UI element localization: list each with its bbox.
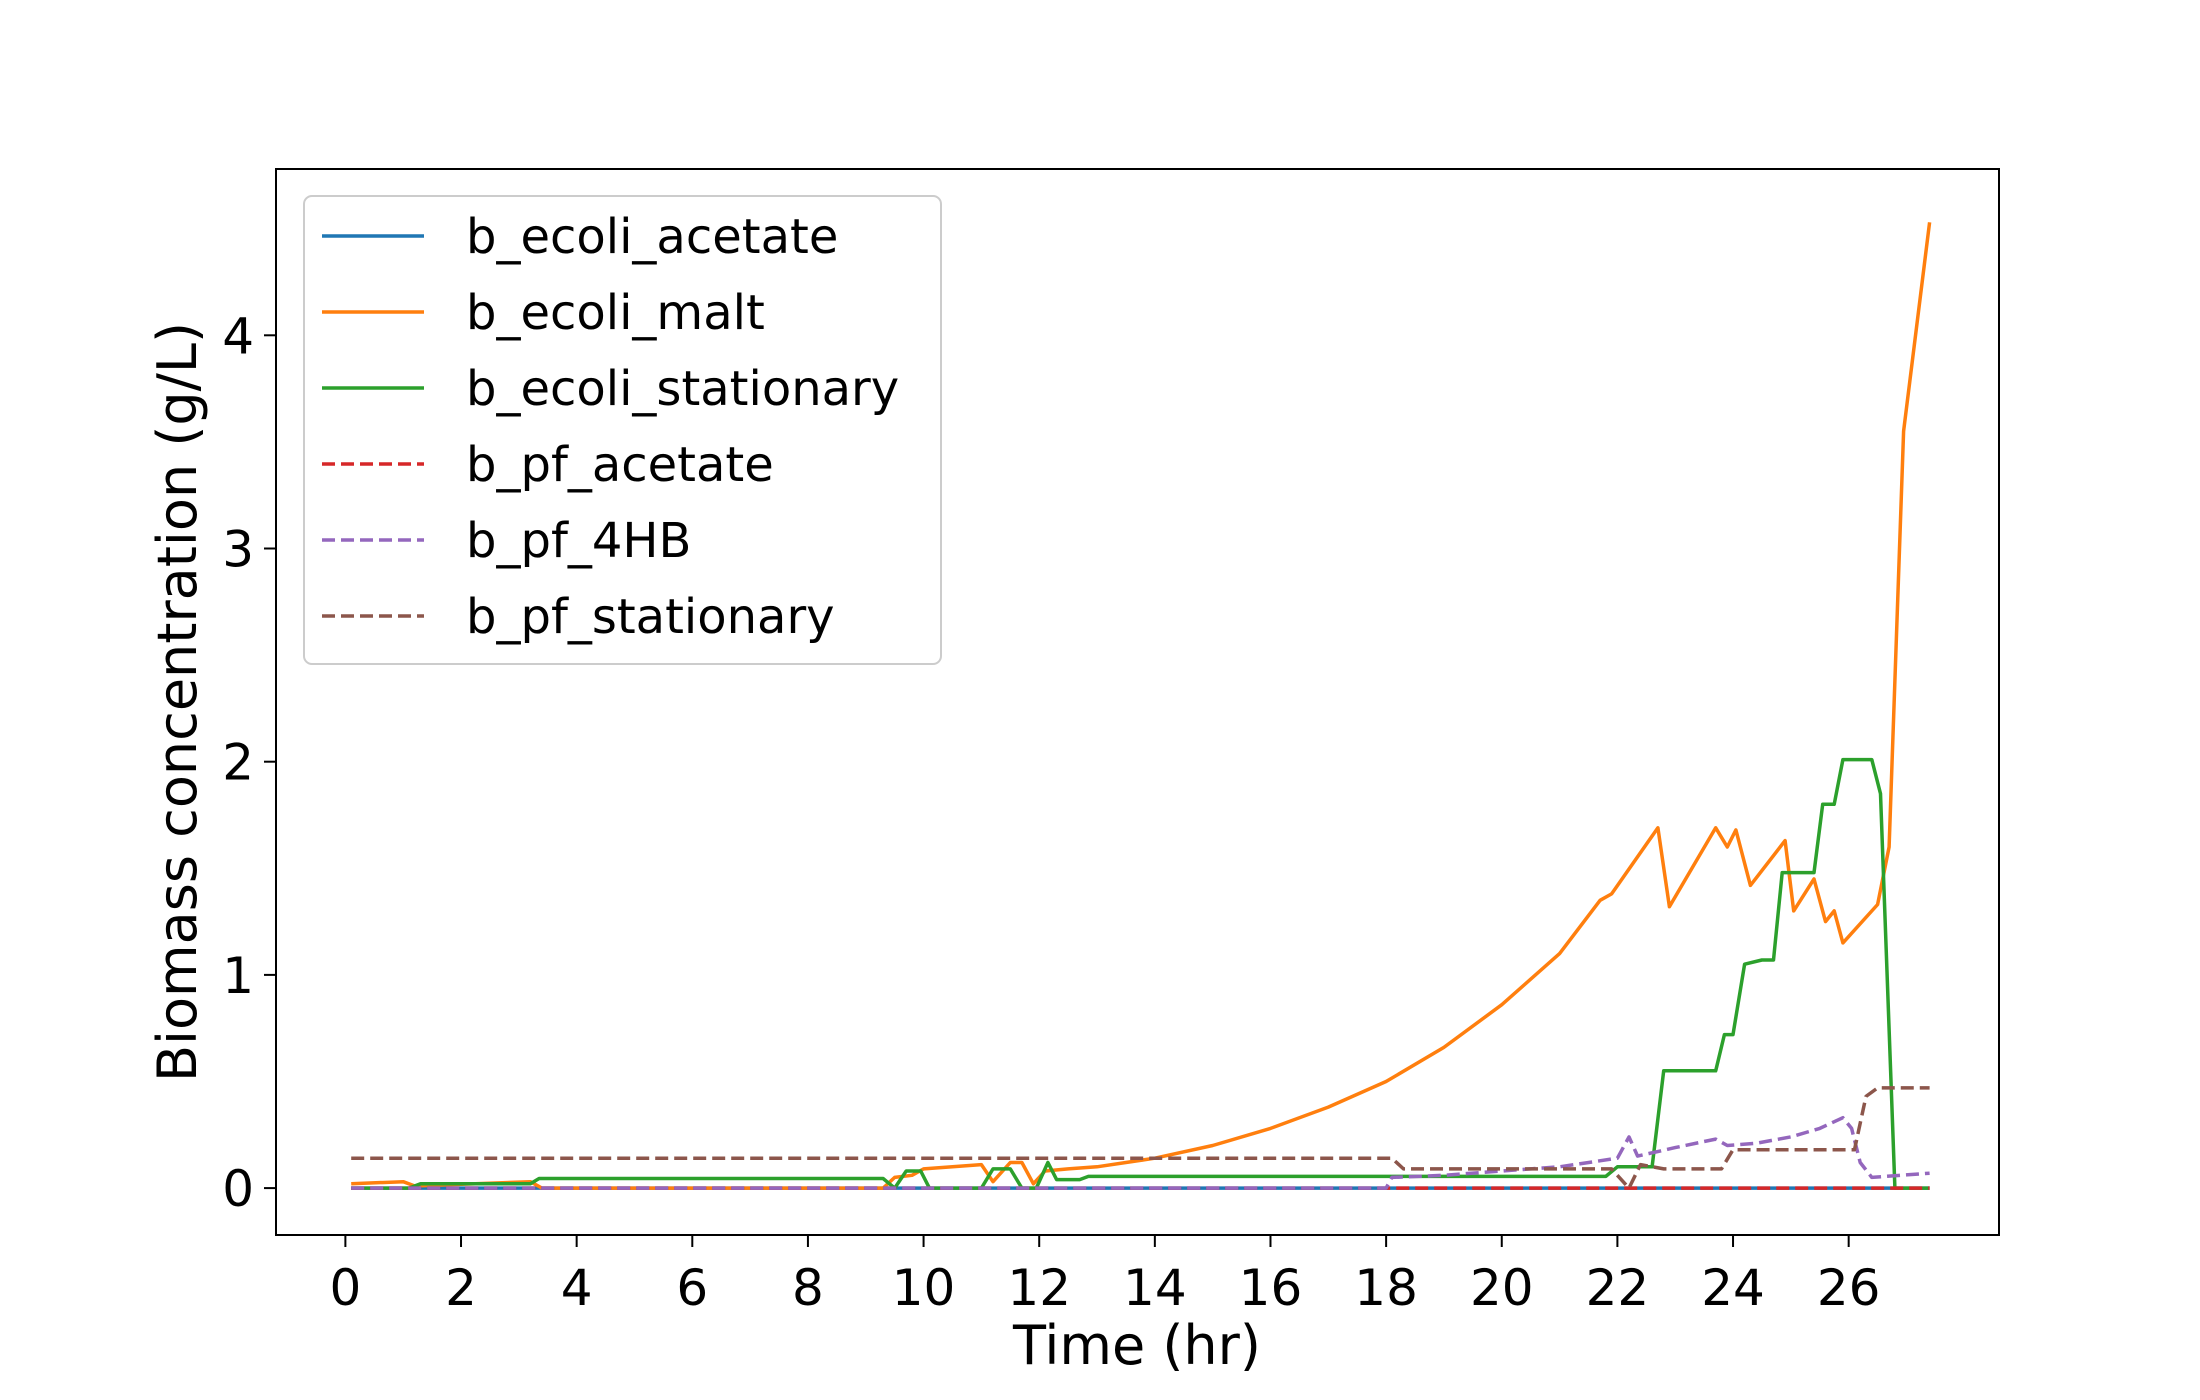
plot-area-frame bbox=[275, 168, 2000, 1236]
x-tick-label: 6 bbox=[676, 1259, 708, 1317]
legend-label-b-pf-stationary: b_pf_stationary bbox=[466, 589, 835, 645]
legend-box bbox=[303, 195, 942, 665]
series-line-b-pf-stationary bbox=[351, 1086, 1930, 1190]
legend-label-b-pf-4HB: b_pf_4HB bbox=[466, 513, 691, 569]
legend-label-b-ecoli-acetate: b_ecoli_acetate bbox=[466, 209, 838, 265]
series-layer bbox=[351, 222, 1932, 1190]
x-tick-label: 10 bbox=[892, 1259, 956, 1317]
x-tick-label: 2 bbox=[445, 1259, 477, 1317]
x-tick-label: 20 bbox=[1470, 1259, 1534, 1317]
x-tick-label: 0 bbox=[329, 1259, 361, 1317]
x-tick-label: 22 bbox=[1586, 1259, 1650, 1317]
x-axis-label: Time (hr) bbox=[1012, 1314, 1261, 1377]
x-axis-ticks: 0 2 4 6 8 10 12 14 16 18 20 22 24 26 bbox=[329, 1235, 1880, 1317]
y-axis-ticks: 0 1 2 3 4 bbox=[222, 307, 276, 1218]
x-tick-label: 8 bbox=[792, 1259, 824, 1317]
legend-label-b-pf-acetate: b_pf_acetate bbox=[466, 437, 774, 493]
series-line-b-ecoli-malt bbox=[351, 222, 1932, 1190]
legend-entries: b_ecoli_acetate b_ecoli_malt b_ecoli_stati… bbox=[322, 209, 899, 645]
x-tick-label: 16 bbox=[1239, 1259, 1303, 1317]
series-line-b-ecoli-stationary bbox=[351, 757, 1930, 1190]
y-tick-label: 0 bbox=[222, 1160, 254, 1218]
y-tick-label: 1 bbox=[222, 947, 254, 1005]
y-tick-label: 2 bbox=[222, 734, 254, 792]
legend-label-b-ecoli-stationary: b_ecoli_stationary bbox=[466, 361, 899, 417]
series-line-b-pf-4HB bbox=[351, 1115, 1930, 1190]
x-tick-label: 24 bbox=[1701, 1259, 1765, 1317]
x-tick-label: 4 bbox=[561, 1259, 593, 1317]
legend-label-b-ecoli-malt: b_ecoli_malt bbox=[466, 285, 765, 341]
x-tick-label: 12 bbox=[1007, 1259, 1071, 1317]
y-axis-label: Biomass concentration (g/L) bbox=[146, 322, 209, 1082]
x-tick-label: 18 bbox=[1354, 1259, 1418, 1317]
x-tick-label: 26 bbox=[1817, 1259, 1881, 1317]
y-tick-label: 3 bbox=[222, 520, 254, 578]
y-tick-label: 4 bbox=[222, 307, 254, 365]
x-tick-label: 14 bbox=[1123, 1259, 1187, 1317]
legend: b_ecoli_acetate b_ecoli_malt b_ecoli_stati… bbox=[303, 195, 942, 665]
